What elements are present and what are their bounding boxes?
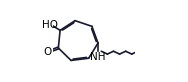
Text: NH: NH [90,52,106,62]
Text: O: O [43,46,51,56]
Text: HO: HO [42,20,58,30]
